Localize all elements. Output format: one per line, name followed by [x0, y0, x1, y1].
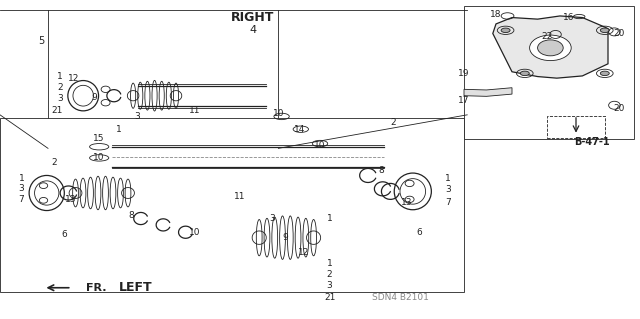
Text: 6: 6: [417, 228, 422, 237]
Bar: [0, 118, 464, 292]
Text: RIGHT: RIGHT: [231, 11, 275, 24]
Text: 2: 2: [52, 158, 57, 167]
Text: 19: 19: [458, 69, 470, 78]
Text: 22: 22: [541, 32, 553, 41]
Text: 17: 17: [458, 96, 470, 105]
Text: 7: 7: [19, 195, 24, 204]
Text: 8: 8: [378, 166, 383, 175]
Circle shape: [600, 28, 609, 33]
Text: 9: 9: [282, 233, 287, 242]
Circle shape: [600, 71, 609, 76]
Text: 8: 8: [129, 211, 134, 220]
Ellipse shape: [530, 35, 571, 61]
Text: 10: 10: [314, 141, 326, 150]
Text: SDN4 B2101: SDN4 B2101: [372, 293, 428, 302]
Text: 3: 3: [445, 185, 451, 194]
Text: 11: 11: [189, 106, 201, 115]
Text: 20: 20: [614, 29, 625, 38]
Text: 4: 4: [249, 25, 257, 35]
Text: 12: 12: [298, 248, 310, 256]
Text: 1: 1: [116, 125, 121, 134]
Text: 13: 13: [65, 195, 76, 204]
Text: 12: 12: [68, 74, 79, 83]
Text: 2: 2: [57, 83, 63, 92]
Text: 9: 9: [92, 93, 97, 102]
Bar: [547, 116, 605, 138]
Text: 10: 10: [189, 228, 201, 237]
Text: 3: 3: [19, 184, 24, 193]
Text: 15: 15: [93, 134, 105, 143]
Text: 3: 3: [57, 94, 63, 103]
Text: 21: 21: [51, 106, 63, 115]
Text: 3: 3: [269, 214, 275, 223]
Text: 1: 1: [327, 259, 332, 268]
Text: 2: 2: [391, 118, 396, 127]
Ellipse shape: [538, 40, 563, 56]
Text: 5: 5: [38, 36, 45, 47]
Circle shape: [520, 71, 529, 76]
Bar: [464, 6, 634, 139]
Text: 1: 1: [19, 174, 24, 183]
Circle shape: [501, 28, 510, 33]
Text: 1: 1: [327, 214, 332, 223]
Text: 1: 1: [57, 72, 63, 81]
Text: 10: 10: [273, 109, 284, 118]
Text: 16: 16: [563, 13, 574, 22]
Text: 7: 7: [445, 198, 451, 207]
Text: 20: 20: [614, 104, 625, 113]
Text: B-47-1: B-47-1: [574, 137, 610, 147]
Text: FR.: FR.: [86, 283, 107, 293]
Text: 3: 3: [135, 112, 140, 121]
Text: 21: 21: [324, 293, 335, 302]
Polygon shape: [464, 88, 512, 96]
Text: 11: 11: [234, 192, 246, 201]
Text: 6: 6: [61, 230, 67, 239]
Polygon shape: [493, 16, 608, 78]
Text: LEFT: LEFT: [118, 281, 152, 294]
Text: 18: 18: [490, 10, 502, 19]
Text: 10: 10: [93, 153, 105, 162]
Text: 13: 13: [401, 198, 412, 207]
Bar: [48, 10, 278, 148]
Text: 2: 2: [327, 270, 332, 279]
Text: 14: 14: [294, 125, 305, 134]
Text: 3: 3: [327, 281, 332, 290]
Text: 1: 1: [445, 174, 451, 183]
